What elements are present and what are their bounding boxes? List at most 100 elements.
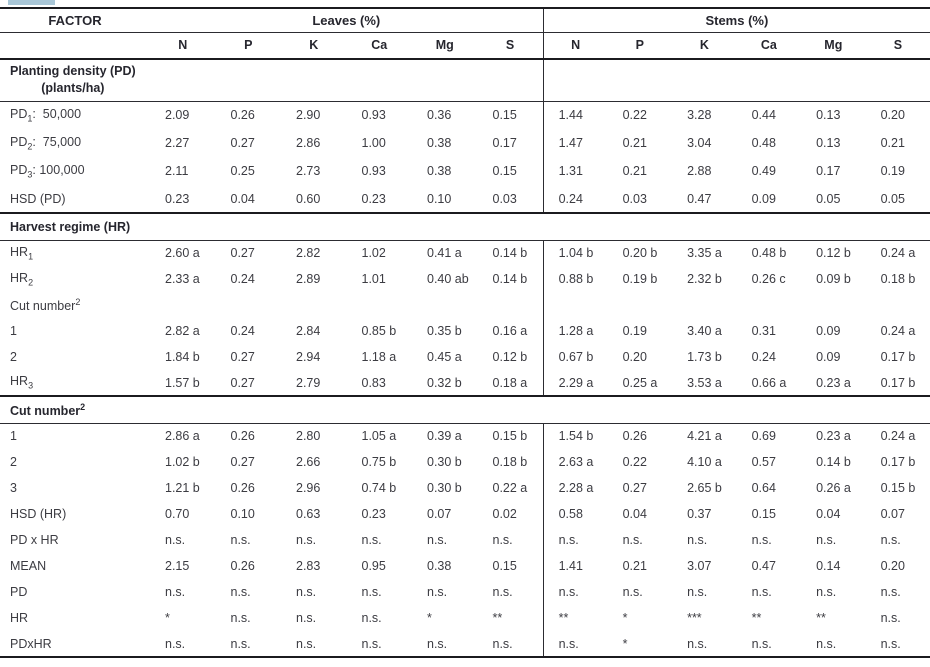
row-label: PD3: 100,000 <box>10 162 85 180</box>
value-cell: 2.82 a <box>165 324 200 338</box>
value-cell: 0.48 <box>751 136 776 150</box>
table-row: HR1 2.60 a 0.27 2.82 1.02 0.41 a 0.14 b 1.04 b 0… <box>0 240 930 266</box>
header-row-groups: FACTOR Leaves (%) Stems (%) <box>0 8 930 33</box>
value-cell: ** <box>542 605 608 631</box>
row-label: HR1 <box>10 245 34 262</box>
value-cell <box>608 292 673 318</box>
value-cell: 0.17 <box>492 136 517 150</box>
value-cell: 2.79 <box>296 375 321 390</box>
value-cell: 0.09 <box>816 350 841 364</box>
value-cell: 0.18 a <box>492 375 528 390</box>
value-cell: n.s. <box>801 631 866 658</box>
value-cell: 0.41 a <box>427 246 462 261</box>
value-cell: 0.39 a <box>427 429 462 444</box>
value-cell: 0.10 <box>230 507 255 521</box>
value-cell: 0.05 <box>880 191 905 206</box>
value-cell: n.s. <box>346 631 412 658</box>
value-cell: 2.11 <box>165 164 189 178</box>
value-cell: 0.24 <box>751 350 776 364</box>
row-label: 1 <box>10 324 17 338</box>
table-row: PD1: 50,000 2.09 0.26 2.90 0.93 0.36 0.15 1.44 0… <box>0 101 930 129</box>
value-cell <box>866 292 930 318</box>
value-cell: 3.40 a <box>687 324 722 338</box>
value-cell: 0.18 b <box>492 455 528 469</box>
value-cell: 0.93 <box>361 108 386 123</box>
value-cell: 0.09 <box>816 324 841 338</box>
value-cell: 0.27 <box>230 375 255 390</box>
value-cell: 0.13 <box>816 108 841 123</box>
value-cell: n.s. <box>492 585 513 599</box>
value-cell: n.s. <box>880 611 901 625</box>
column-header-stems-s: S <box>865 32 930 60</box>
value-cell: 2.63 a <box>542 449 608 475</box>
value-cell: 0.07 <box>880 507 905 521</box>
value-cell: 1.54 b <box>542 423 608 449</box>
value-cell: 0.38 <box>427 136 452 150</box>
row-label: HSD (HR) <box>10 507 67 521</box>
value-cell: 0.17 b <box>880 455 916 469</box>
value-cell: 1.04 b <box>542 240 608 266</box>
header-row-nutrients: N P K Ca Mg S N P K Ca Mg S <box>0 32 930 60</box>
value-cell: 0.09 b <box>816 272 851 286</box>
value-cell: n.s. <box>361 611 382 625</box>
value-cell: 0.21 <box>622 164 647 178</box>
value-cell: n.s. <box>816 585 837 599</box>
row-label: HSD (PD) <box>10 191 66 206</box>
value-cell: 0.23 <box>361 191 386 206</box>
row-label: PD1: 50,000 <box>10 107 82 124</box>
subscript: 1 <box>28 251 34 262</box>
value-cell: 0.26 <box>230 108 255 123</box>
value-cell: n.s. <box>865 631 930 658</box>
value-cell: n.s. <box>880 585 901 599</box>
value-cell: 0.19 b <box>622 272 658 286</box>
value-cell: 0.24 a <box>880 324 916 338</box>
table-row: PD2: 75,000 2.27 0.27 2.86 1.00 0.38 0.17 1.47 0… <box>0 129 930 157</box>
table-row: HR * n.s. n.s. n.s. * ** ** * *** ** ** n.s. <box>0 605 930 631</box>
value-cell: 1.28 a <box>542 318 608 344</box>
table-body: Planting density (PD) (plants/ha) PD1: 50,… <box>0 59 930 658</box>
subscript: 2 <box>28 277 34 288</box>
value-cell: 1.84 b <box>165 350 200 364</box>
value-cell: 2.28 a <box>542 475 608 501</box>
table-row: MEAN 2.15 0.26 2.83 0.95 0.38 0.15 1.41 0.21 3.07… <box>0 553 930 579</box>
value-cell: 0.22 <box>622 455 647 469</box>
value-cell: n.s. <box>296 533 317 547</box>
value-cell: n.s. <box>412 631 478 658</box>
value-cell: 0.88 b <box>542 266 608 292</box>
value-cell: 0.85 b <box>361 324 397 338</box>
value-cell: *** <box>687 611 702 625</box>
value-cell: 0.24 a <box>880 429 916 444</box>
section-header: Cut number2 <box>0 395 930 424</box>
value-cell: 0.25 a <box>622 375 658 390</box>
value-cell: n.s. <box>361 585 382 599</box>
value-cell: 0.38 <box>427 559 452 573</box>
value-cell: 1.73 b <box>687 350 722 364</box>
value-cell <box>801 59 866 102</box>
value-cell <box>412 292 478 318</box>
value-cell: 0.27 <box>230 455 255 469</box>
value-cell: 2.89 <box>296 272 321 286</box>
value-cell <box>801 292 866 318</box>
value-cell: 2.29 a <box>542 370 608 396</box>
value-cell: 0.30 b <box>427 481 462 495</box>
value-cell: 2.83 <box>296 559 321 573</box>
value-cell: n.s. <box>687 533 708 547</box>
value-cell: 0.31 <box>751 324 776 338</box>
value-cell: * <box>622 611 628 625</box>
value-cell: 0.27 <box>230 350 255 364</box>
table-row: 2 1.02 b 0.27 2.66 0.75 b 0.30 b 0.18 b 2.63 a 0… <box>0 449 930 475</box>
value-cell: 0.66 a <box>751 375 787 390</box>
value-cell: 2.32 b <box>687 272 722 286</box>
value-cell: n.s. <box>736 631 802 658</box>
row-label-text: Planting density (PD) (plants/ha) <box>10 64 136 96</box>
label-row: Cut number2 <box>0 292 930 318</box>
row-label: Planting density (PD) (plants/ha) <box>0 59 150 102</box>
value-cell <box>672 59 737 102</box>
value-cell: 0.05 <box>816 191 841 206</box>
value-cell: 0.57 <box>751 455 776 469</box>
value-cell: n.s. <box>361 533 382 547</box>
value-cell: 4.10 a <box>687 455 722 469</box>
value-cell: 0.27 <box>230 246 255 261</box>
row-label: 2 <box>10 455 17 469</box>
value-cell: 0.47 <box>687 191 712 206</box>
